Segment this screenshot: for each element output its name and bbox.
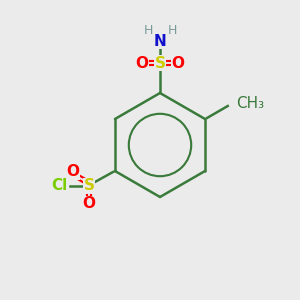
Text: O: O <box>172 56 184 70</box>
Text: S: S <box>83 178 94 194</box>
Text: O: O <box>67 164 80 179</box>
Text: N: N <box>154 34 166 49</box>
Text: CH₃: CH₃ <box>236 95 264 110</box>
Text: Cl: Cl <box>51 178 67 194</box>
Text: O: O <box>136 56 148 70</box>
Text: O: O <box>82 196 95 211</box>
Text: S: S <box>154 56 166 70</box>
Text: H: H <box>167 25 177 38</box>
Text: H: H <box>143 25 153 38</box>
